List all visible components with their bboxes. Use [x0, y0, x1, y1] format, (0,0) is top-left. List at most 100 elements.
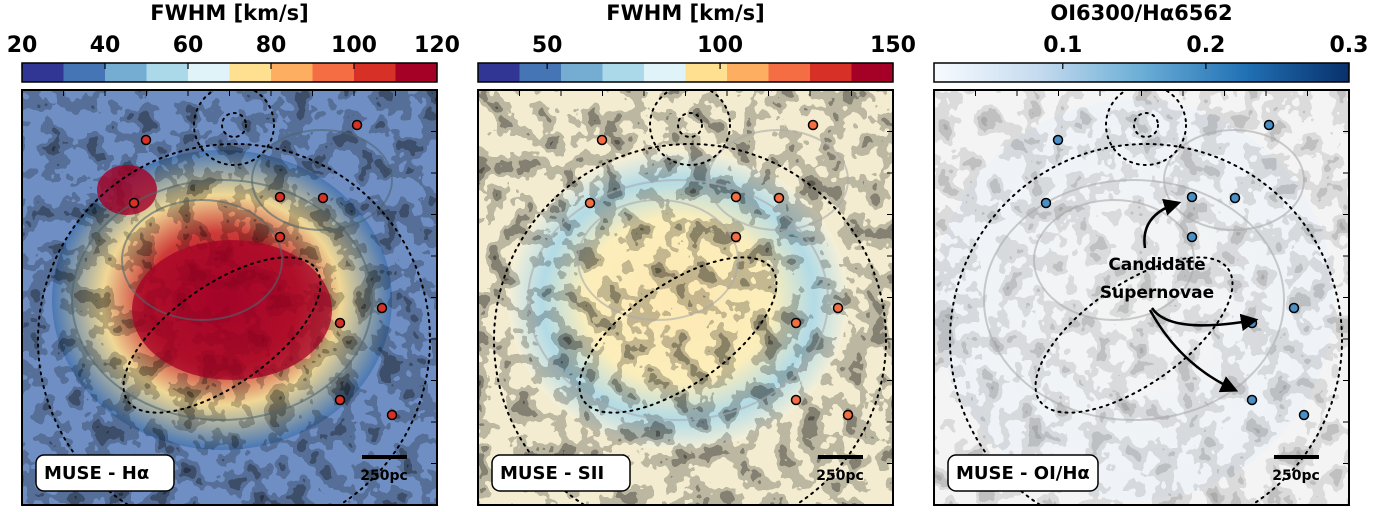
source-marker: [842, 409, 854, 421]
region-top: [649, 90, 731, 166]
contour: [983, 179, 1285, 421]
scalebar-label: 250pc: [816, 468, 864, 484]
colorbar-tick-label: 0.2: [1186, 33, 1225, 58]
panel-title: FWHM [km/s]: [150, 1, 309, 25]
map-hot-region: [132, 240, 332, 380]
source-marker: [351, 119, 363, 131]
colorbar-tick-label: 0.3: [1330, 33, 1369, 58]
colorbar-tick-label: 40: [90, 33, 121, 58]
source-marker: [1263, 119, 1275, 131]
panel-label: MUSE - SII: [500, 463, 604, 484]
colorbar-segment: [768, 63, 811, 82]
region-top-inner: [221, 112, 247, 138]
scalebar-label: 250pc: [360, 468, 408, 484]
colorbar: [934, 63, 1349, 82]
source-marker: [773, 192, 785, 204]
map-noise: [934, 90, 1349, 505]
arrow: [1150, 307, 1259, 332]
colorbar-frame: [21, 62, 438, 83]
contour: [251, 129, 393, 231]
region-inner: [122, 256, 322, 414]
colorbar-segment: [602, 63, 645, 82]
map-hot-region: [97, 165, 157, 215]
source-marker: [832, 302, 844, 314]
colorbar-frame: [477, 62, 894, 83]
colorbar-segment: [146, 63, 189, 82]
colorbar-segment: [188, 63, 230, 82]
contour: [1163, 129, 1305, 231]
colorbar-segment: [229, 63, 272, 82]
arrow: [1148, 309, 1239, 393]
region-top: [1105, 90, 1187, 166]
map-image: [22, 90, 437, 505]
region-outer: [37, 143, 431, 505]
source-marker: [274, 191, 286, 203]
panel-title: FWHM [km/s]: [606, 1, 765, 25]
map-image: [934, 90, 1349, 505]
colorbar-segment: [685, 63, 728, 82]
panel-title: OI6300/Hα6562: [1050, 1, 1232, 25]
source-marker: [274, 231, 286, 243]
colorbar-segment: [354, 63, 396, 82]
source-marker: [140, 134, 152, 146]
colorbar-segment: [727, 63, 769, 82]
annotation: Candidate: [1108, 255, 1205, 275]
source-marker: [584, 197, 596, 209]
source-marker: [596, 134, 608, 146]
colorbar-tick-label: 100: [697, 33, 743, 58]
colorbar-segment: [22, 63, 64, 82]
label-box: [491, 454, 631, 492]
annotation: Supernovae: [1100, 283, 1214, 303]
colorbar-segment: [105, 63, 147, 82]
contour: [707, 129, 849, 231]
source-marker: [790, 394, 802, 406]
source-marker: [1229, 192, 1241, 204]
colorbar-tick-label: 60: [173, 33, 204, 58]
colorbar-segment: [271, 63, 313, 82]
label-box: [35, 454, 175, 492]
source-marker: [1298, 409, 1310, 421]
source-marker: [334, 394, 346, 406]
colorbar-segment: [851, 63, 894, 82]
source-marker: [334, 317, 346, 329]
panel-label: MUSE - Hα: [44, 463, 149, 484]
region-outer: [493, 143, 887, 505]
colorbar-tick-label: 80: [256, 33, 287, 58]
arrow: [1143, 198, 1182, 249]
colorbar-segment: [478, 63, 520, 82]
contour: [121, 199, 283, 321]
label-box: [947, 454, 1099, 492]
contour: [527, 179, 829, 421]
colorbar-tick-label: 0.1: [1043, 33, 1082, 58]
colorbar-segment: [561, 63, 603, 82]
source-marker: [730, 231, 742, 243]
contour: [71, 179, 373, 421]
contour: [1033, 199, 1195, 321]
colorbar-segment: [519, 63, 562, 82]
colorbar-tick-label: 120: [414, 33, 460, 58]
source-marker: [1040, 197, 1052, 209]
colorbar-tick-label: 50: [532, 33, 563, 58]
source-marker: [1186, 191, 1198, 203]
source-marker: [376, 302, 388, 314]
colorbar-segment: [312, 63, 355, 82]
region-inner: [1034, 256, 1234, 414]
source-marker: [1246, 394, 1258, 406]
colorbar-segment: [395, 63, 438, 82]
region-top-inner: [677, 112, 703, 138]
source-marker: [790, 317, 802, 329]
source-marker: [1186, 231, 1198, 243]
colorbar-tick-label: 150: [870, 33, 916, 58]
source-marker: [128, 197, 140, 209]
colorbar-segment: [810, 63, 852, 82]
scalebar-label: 250pc: [1272, 468, 1320, 484]
panel-label: MUSE - OI/Hα: [956, 463, 1090, 484]
colorbar-segment: [63, 63, 106, 82]
map-image: [478, 90, 893, 505]
source-marker: [730, 191, 742, 203]
region-inner: [578, 256, 778, 414]
region-top-inner: [1133, 112, 1159, 138]
map-noise: [478, 90, 893, 505]
source-marker: [1052, 134, 1064, 146]
